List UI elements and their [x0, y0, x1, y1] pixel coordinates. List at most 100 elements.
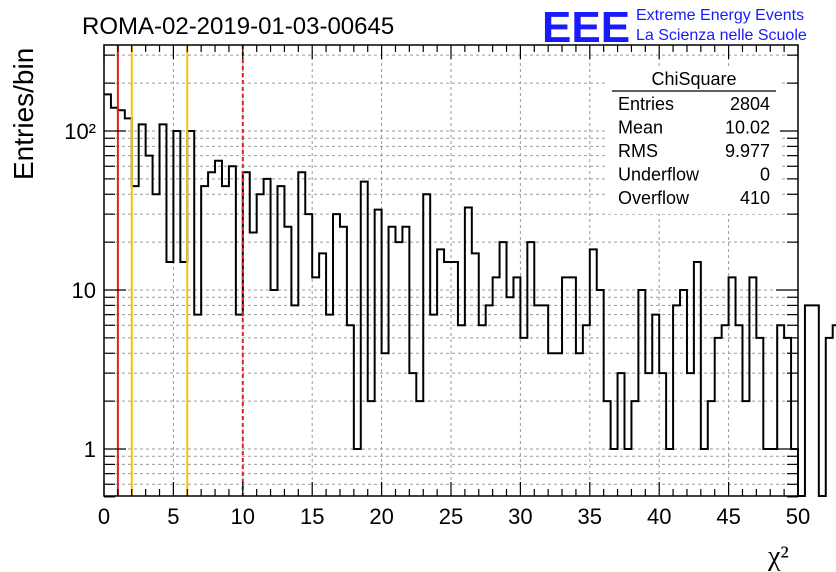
- stats-label: RMS: [618, 141, 658, 161]
- histogram-bin: [680, 290, 687, 496]
- histogram-bin: [666, 449, 673, 496]
- histogram-bin: [284, 227, 291, 496]
- histogram-bin: [590, 249, 597, 496]
- histogram-bin: [271, 290, 278, 496]
- stats-value: 0: [760, 165, 770, 185]
- histogram-bin: [500, 242, 507, 496]
- histogram-bin: [715, 338, 722, 496]
- histogram-bin: [472, 253, 479, 496]
- histogram-bin: [576, 353, 583, 496]
- histogram-bin: [444, 262, 451, 496]
- histogram-bin: [513, 277, 520, 496]
- histogram-bin: [139, 124, 146, 496]
- stats-value: 2804: [730, 94, 770, 114]
- histogram-bin: [340, 227, 347, 496]
- histogram-bin: [291, 305, 298, 496]
- histogram-bin: [520, 338, 527, 496]
- stats-label: Overflow: [618, 188, 690, 208]
- histogram-bin: [166, 262, 173, 496]
- histogram-bin: [402, 227, 409, 496]
- y-tick-label: 10: [72, 278, 96, 303]
- histogram: [104, 93, 836, 497]
- stats-title: ChiSquare: [651, 69, 736, 89]
- histogram-bin: [312, 277, 319, 496]
- histogram-bin: [208, 172, 215, 496]
- histogram-bin: [625, 449, 632, 496]
- histogram-bin: [430, 315, 437, 496]
- reference-lines: [116, 45, 244, 496]
- x-tick-label: 5: [167, 504, 179, 529]
- histogram-bin: [611, 449, 618, 496]
- histogram-bin: [784, 338, 791, 496]
- histogram-bin: [756, 338, 763, 496]
- histogram-bin: [729, 277, 736, 496]
- histogram-bin: [597, 290, 604, 496]
- histogram-bin: [104, 94, 111, 496]
- histogram-bin: [160, 124, 167, 496]
- y-tick-label: 10²: [64, 119, 96, 144]
- histogram-bin: [305, 214, 312, 496]
- y-tick-labels: 1 10 10²: [64, 119, 96, 462]
- histogram-bin: [319, 253, 326, 496]
- histogram-bin: [562, 277, 569, 496]
- logo-line-2: La Scienza nelle Scuole: [636, 27, 807, 44]
- histogram-bin: [187, 131, 194, 496]
- x-tick-label: 15: [300, 504, 324, 529]
- histogram-bin: [826, 338, 833, 496]
- histogram-bin: [749, 277, 756, 496]
- histogram-bin: [180, 262, 187, 496]
- histogram-bin: [125, 118, 132, 496]
- histogram-bin: [423, 194, 430, 496]
- histogram-bin: [742, 401, 749, 496]
- histogram-bin: [659, 373, 666, 496]
- x-tick-label: 20: [369, 504, 393, 529]
- stats-value: 410: [740, 188, 770, 208]
- histogram-bin: [708, 401, 715, 496]
- histogram-bin: [694, 262, 701, 496]
- histogram-bin: [243, 172, 250, 496]
- histogram-bin: [229, 166, 236, 496]
- histogram-bin: [555, 353, 562, 496]
- x-tick-label: 40: [647, 504, 671, 529]
- histogram-bin: [132, 186, 139, 496]
- histogram-bin: [527, 242, 534, 496]
- stats-value: 9.977: [725, 141, 770, 161]
- histogram-bin: [389, 227, 396, 496]
- histogram-bin: [250, 232, 257, 496]
- histogram-bin: [569, 277, 576, 496]
- histogram-bin: [583, 325, 590, 496]
- stats-label: Mean: [618, 118, 663, 138]
- logo-line-1: Extreme Energy Events: [636, 7, 804, 24]
- histogram-bin: [264, 179, 271, 496]
- histogram-bin: [257, 194, 264, 496]
- histogram-bin: [618, 373, 625, 496]
- histogram-bin: [437, 249, 444, 496]
- histogram-bin: [805, 305, 812, 496]
- histogram-bin: [458, 325, 465, 496]
- x-tick-label: 10: [231, 504, 255, 529]
- histogram-bin: [687, 373, 694, 496]
- histogram-bin: [486, 305, 493, 496]
- stats-label: Entries: [618, 94, 674, 114]
- histogram-bin: [368, 401, 375, 496]
- histogram-bin: [645, 373, 652, 496]
- histogram-bin: [333, 214, 340, 496]
- x-tick-labels: 0 5 10 15 20 25 30 35 40 45 50: [98, 504, 810, 529]
- histogram-bin: [736, 325, 743, 496]
- histogram-bin: [153, 194, 160, 496]
- histogram-bin: [507, 297, 514, 496]
- histogram-bin: [812, 305, 819, 496]
- histogram-bin: [194, 315, 201, 496]
- x-tick-label: 30: [508, 504, 532, 529]
- histogram-bin: [354, 449, 361, 496]
- histogram-bin: [215, 161, 222, 496]
- histogram-bin: [652, 315, 659, 496]
- histogram-bin: [278, 186, 285, 496]
- histogram-bin: [638, 290, 645, 496]
- x-tick-label: 35: [578, 504, 602, 529]
- histogram-bin: [222, 186, 229, 496]
- histogram-bin: [701, 449, 708, 496]
- histogram-bin: [770, 449, 777, 496]
- histogram-outline: [104, 93, 836, 497]
- histogram-bin: [763, 449, 770, 496]
